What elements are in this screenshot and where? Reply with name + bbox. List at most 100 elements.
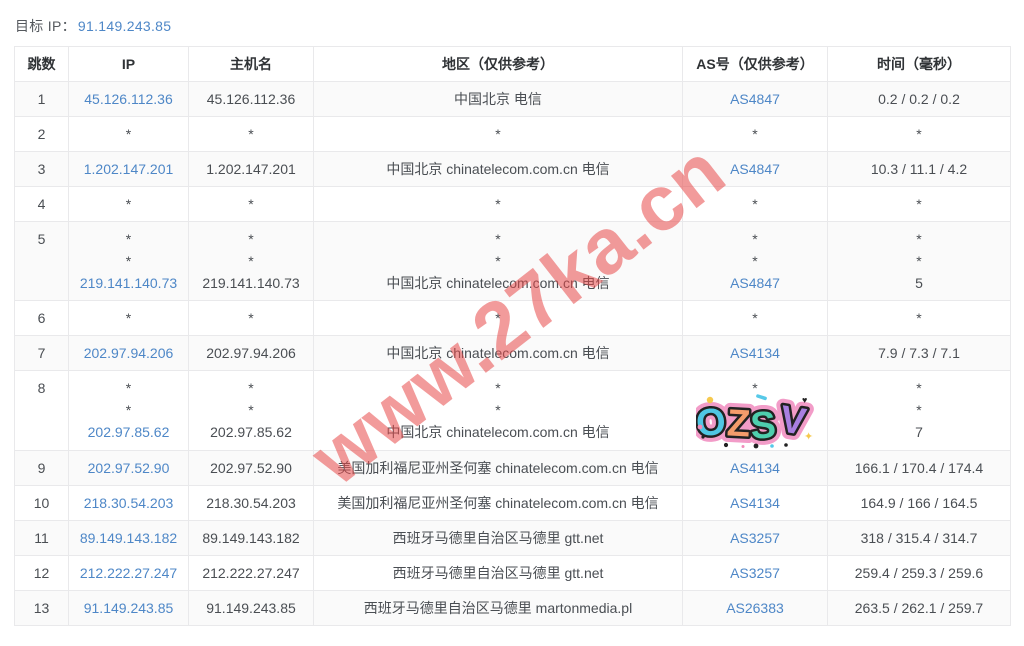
target-ip-link[interactable]: 91.149.243.85 xyxy=(77,18,172,34)
ip-link[interactable]: 1.202.147.201 xyxy=(83,161,174,177)
host-cell: 202.97.94.206 xyxy=(188,335,314,371)
ip-cell: * xyxy=(68,186,189,222)
region-value: 西班牙马德里自治区马德里 gtt.net xyxy=(392,530,604,546)
ip-link[interactable]: 91.149.243.85 xyxy=(83,600,174,616)
asn-cell: * * AS4847 xyxy=(682,221,828,301)
region-cell: 中国北京 chinatelecom.com.cn 电信 xyxy=(313,151,683,187)
hop-cell: 7 xyxy=(14,335,69,371)
time-value: 7.9 / 7.3 / 7.1 xyxy=(878,345,960,361)
host-value: * xyxy=(248,231,254,247)
asn-link[interactable]: AS4134 xyxy=(730,460,780,476)
ip-cell: * * 219.141.140.73 xyxy=(68,221,189,301)
hop-value: 10 xyxy=(33,495,50,511)
time-value: 259.4 / 259.3 / 259.6 xyxy=(854,565,984,581)
host-value: 91.149.243.85 xyxy=(206,600,296,616)
time-cell: 318 / 315.4 / 314.7 xyxy=(827,520,1011,556)
host-value: 202.97.85.62 xyxy=(210,424,292,440)
region-value: * xyxy=(495,196,501,212)
time-value: 318 / 315.4 / 314.7 xyxy=(860,530,978,546)
time-value: * xyxy=(916,310,922,326)
hop-cell: 5 xyxy=(14,221,69,301)
asn-cell: AS4134 xyxy=(682,335,828,371)
region-value: * xyxy=(495,402,501,418)
host-cell: * * 202.97.85.62 xyxy=(188,370,314,451)
ip-cell: 202.97.52.90 xyxy=(68,450,189,486)
ip-value: * xyxy=(125,310,132,326)
ip-cell: 91.149.243.85 xyxy=(68,590,189,626)
asn-link[interactable]: AS4847 xyxy=(730,91,780,107)
asn-value: * xyxy=(752,231,758,247)
asn-link[interactable]: AS4134 xyxy=(730,495,780,511)
time-cell: 166.1 / 170.4 / 174.4 xyxy=(827,450,1011,486)
asn-cell: AS4134 xyxy=(682,485,828,521)
ip-link[interactable]: 202.97.94.206 xyxy=(83,345,174,361)
host-value: * xyxy=(248,126,254,142)
host-value: * xyxy=(248,380,254,396)
table-header-row: 跳数 IP 主机名 地区（仅供参考） AS号（仅供参考） 时间（毫秒） xyxy=(14,46,1011,82)
table-row: 1 45.126.112.36 45.126.112.36 中国北京 电信 AS4847… xyxy=(14,81,1011,117)
host-value: 202.97.52.90 xyxy=(210,460,292,476)
hop-value: 12 xyxy=(33,565,50,581)
host-cell: * xyxy=(188,300,314,336)
time-cell: * xyxy=(827,186,1011,222)
host-value: 202.97.94.206 xyxy=(206,345,296,361)
time-value: 164.9 / 166 / 164.5 xyxy=(860,495,978,511)
ip-link[interactable]: 218.30.54.203 xyxy=(83,495,174,511)
column-header-5: 时间（毫秒） xyxy=(827,46,1011,82)
ip-cell: * * 202.97.85.62 xyxy=(68,370,189,451)
host-cell: 212.222.27.247 xyxy=(188,555,314,591)
time-value: * xyxy=(916,402,922,418)
hop-value: 6 xyxy=(37,310,46,326)
region-cell: 美国加利福尼亚州圣何塞 chinatelecom.com.cn 电信 xyxy=(313,450,683,486)
asn-value: * xyxy=(752,380,758,396)
region-value: * xyxy=(495,380,501,396)
host-value: 89.149.143.182 xyxy=(202,530,300,546)
ip-link[interactable]: 45.126.112.36 xyxy=(84,91,173,107)
ip-cell: 212.222.27.247 xyxy=(68,555,189,591)
time-cell: * xyxy=(827,116,1011,152)
asn-cell: AS3257 xyxy=(682,520,828,556)
ip-link[interactable]: 212.222.27.247 xyxy=(79,565,178,581)
ip-cell: * xyxy=(68,300,189,336)
table-row: 6 * * * * * xyxy=(14,300,1011,336)
asn-link[interactable]: AS4847 xyxy=(730,275,780,291)
ip-cell: 1.202.147.201 xyxy=(68,151,189,187)
asn-cell: * xyxy=(682,300,828,336)
time-value: * xyxy=(916,253,922,269)
region-value: 美国加利福尼亚州圣何塞 chinatelecom.com.cn 电信 xyxy=(337,495,659,511)
ip-link[interactable]: 89.149.143.182 xyxy=(79,530,178,546)
time-value: * xyxy=(916,196,922,212)
region-value: 中国北京 chinatelecom.com.cn 电信 xyxy=(386,424,610,440)
ip-cell: 45.126.112.36 xyxy=(68,81,189,117)
host-value: 219.141.140.73 xyxy=(202,275,300,291)
ip-link[interactable]: 202.97.85.62 xyxy=(87,424,170,440)
ip-value: * xyxy=(125,231,132,247)
ip-value: * xyxy=(125,402,132,418)
ip-link[interactable]: 202.97.52.90 xyxy=(87,460,170,476)
asn-cell: * xyxy=(682,116,828,152)
asn-link[interactable]: AS3257 xyxy=(730,565,780,581)
time-value: * xyxy=(916,231,922,247)
asn-value: * xyxy=(752,310,758,326)
host-value: 218.30.54.203 xyxy=(206,495,296,511)
host-cell: 202.97.52.90 xyxy=(188,450,314,486)
host-value: * xyxy=(248,253,254,269)
asn-link[interactable]: AS4847 xyxy=(730,161,780,177)
target-ip-label: 目标 IP： xyxy=(15,18,76,34)
table-row: 5 * * 219.141.140.73 * * 219.141.140.73 * * 中国北京 … xyxy=(14,221,1011,301)
ip-link[interactable]: 219.141.140.73 xyxy=(79,275,178,291)
ip-cell: 202.97.94.206 xyxy=(68,335,189,371)
region-value: 中国北京 电信 xyxy=(454,91,542,107)
region-value: 中国北京 chinatelecom.com.cn 电信 xyxy=(386,275,610,291)
asn-link[interactable]: AS4134 xyxy=(730,345,780,361)
asn-link[interactable]: AS3257 xyxy=(730,530,780,546)
traceroute-table: 跳数 IP 主机名 地区（仅供参考） AS号（仅供参考） 时间（毫秒） 1 45.126.1… xyxy=(14,46,1011,626)
host-cell: 89.149.143.182 xyxy=(188,520,314,556)
hop-value: 1 xyxy=(37,91,46,107)
asn-link[interactable]: AS26383 xyxy=(726,600,784,616)
asn-value: * xyxy=(752,196,758,212)
ip-cell: 218.30.54.203 xyxy=(68,485,189,521)
svg-text:S: S xyxy=(749,404,777,448)
column-header-0: 跳数 xyxy=(14,46,69,82)
